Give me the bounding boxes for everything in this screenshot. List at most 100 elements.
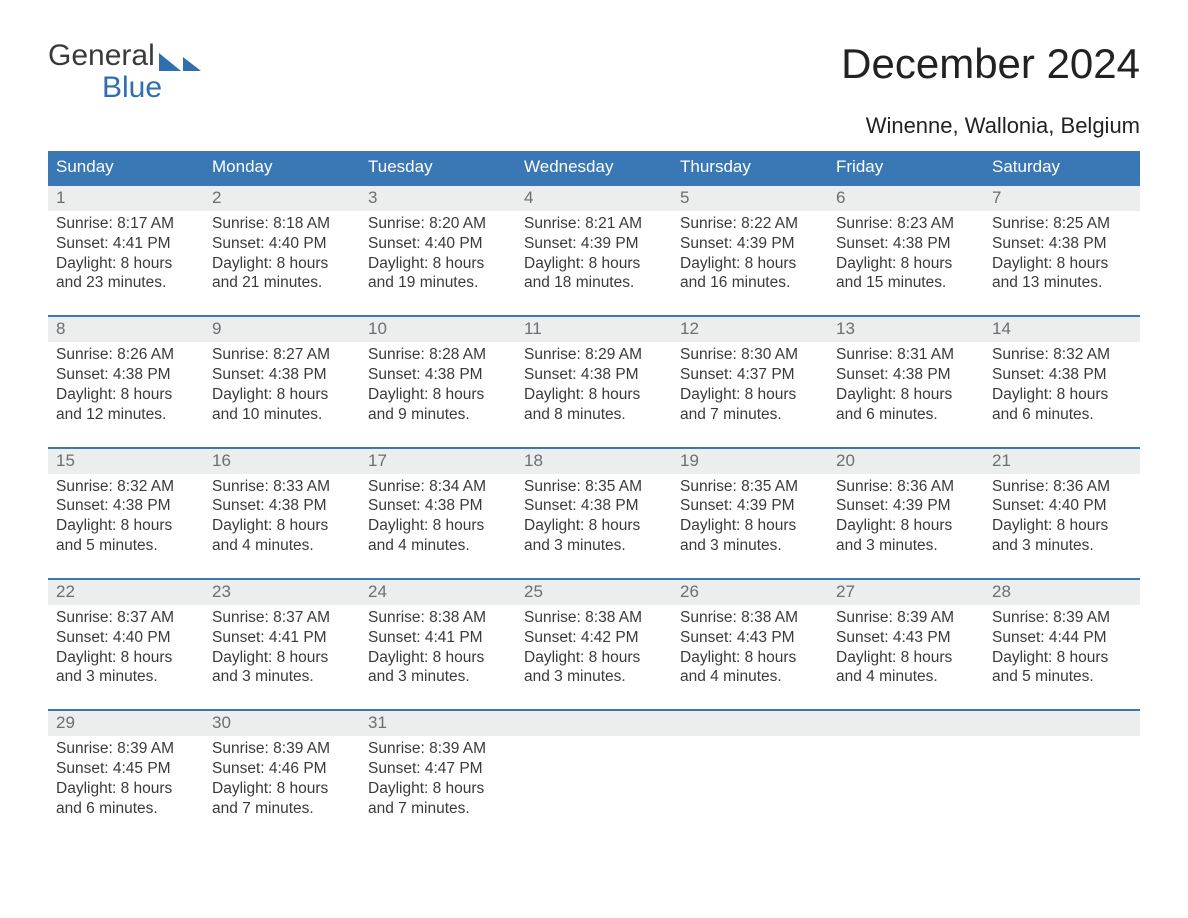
day-line-d1: Daylight: 8 hours — [524, 385, 664, 405]
day-number: 12 — [672, 317, 828, 342]
day-number: 4 — [516, 186, 672, 211]
day-line-sr: Sunrise: 8:39 AM — [836, 608, 976, 628]
day-line-ss: Sunset: 4:38 PM — [368, 365, 508, 385]
day-line-d1: Daylight: 8 hours — [212, 648, 352, 668]
day-number: 23 — [204, 580, 360, 605]
day-number: 17 — [360, 449, 516, 474]
day-number: 18 — [516, 449, 672, 474]
week-row: 1234567 Sunrise: 8:17 AMSunset: 4:41 PM Da… — [48, 184, 1140, 293]
day-number: 8 — [48, 317, 204, 342]
day-line-sr: Sunrise: 8:25 AM — [992, 214, 1132, 234]
daynum-row: 22232425262728 — [48, 580, 1140, 605]
day-number: 6 — [828, 186, 984, 211]
day-line-d1: Daylight: 8 hours — [56, 516, 196, 536]
calendar: SundayMondayTuesdayWednesdayThursdayFrid… — [48, 151, 1140, 819]
day-line-d2: and 7 minutes. — [680, 405, 820, 425]
page-title: December 2024 — [841, 40, 1140, 88]
day-line-d2: and 21 minutes. — [212, 273, 352, 293]
day-cell: Sunrise: 8:37 AMSunset: 4:41 PMDaylight:… — [204, 605, 360, 687]
day-line-d1: Daylight: 8 hours — [836, 648, 976, 668]
day-line-sr: Sunrise: 8:37 AM — [56, 608, 196, 628]
logo-flag-icon — [159, 46, 201, 78]
week-row: 293031Sunrise: 8:39 AMSunset: 4:45 PMDay… — [48, 709, 1140, 818]
day-line-d2: and 15 minutes. — [836, 273, 976, 293]
day-line-d2: and 8 minutes. — [524, 405, 664, 425]
day-cell: Sunrise: 8:32 AMSunset: 4:38 PMDaylight:… — [984, 342, 1140, 424]
day-line-ss: Sunset: 4:40 PM — [56, 628, 196, 648]
day-cell: Sunrise: 8:39 AMSunset: 4:46 PMDaylight:… — [204, 736, 360, 818]
day-cell: Sunrise: 8:38 AMSunset: 4:43 PMDaylight:… — [672, 605, 828, 687]
day-line-d2: and 6 minutes. — [992, 405, 1132, 425]
day-cell: Sunrise: 8:22 AMSunset: 4:39 PMDaylight:… — [672, 211, 828, 293]
day-number: 11 — [516, 317, 672, 342]
day-line-d2: and 7 minutes. — [368, 799, 508, 819]
day-line-sr: Sunrise: 8:36 AM — [992, 477, 1132, 497]
week-row: 22232425262728Sunrise: 8:37 AMSunset: 4:… — [48, 578, 1140, 687]
day-line-ss: Sunset: 4:40 PM — [212, 234, 352, 254]
day-line-ss: Sunset: 4:38 PM — [56, 496, 196, 516]
day-line-sr: Sunrise: 8:39 AM — [992, 608, 1132, 628]
day-cell: Sunrise: 8:18 AMSunset: 4:40 PMDaylight:… — [204, 211, 360, 293]
daybody-row: Sunrise: 8:32 AMSunset: 4:38 PMDaylight:… — [48, 474, 1140, 556]
day-number: 19 — [672, 449, 828, 474]
day-line-sr: Sunrise: 8:33 AM — [212, 477, 352, 497]
day-number: 14 — [984, 317, 1140, 342]
day-line-ss: Sunset: 4:40 PM — [368, 234, 508, 254]
day-line-d1: Daylight: 8 hours — [56, 779, 196, 799]
day-line-ss: Sunset: 4:38 PM — [212, 365, 352, 385]
brand-name-bottom: Blue — [48, 72, 162, 104]
day-number: 25 — [516, 580, 672, 605]
day-number — [828, 711, 984, 736]
day-line-d2: and 4 minutes. — [836, 667, 976, 687]
day-line-d2: and 16 minutes. — [680, 273, 820, 293]
dow-cell: Tuesday — [360, 151, 516, 184]
day-cell: Sunrise: 8:34 AMSunset: 4:38 PMDaylight:… — [360, 474, 516, 556]
day-line-d1: Daylight: 8 hours — [836, 385, 976, 405]
day-line-sr: Sunrise: 8:38 AM — [524, 608, 664, 628]
day-number: 16 — [204, 449, 360, 474]
day-line-ss: Sunset: 4:41 PM — [56, 234, 196, 254]
dow-cell: Friday — [828, 151, 984, 184]
daynum-row: 1234567 — [48, 186, 1140, 211]
day-cell: Sunrise: 8:32 AMSunset: 4:38 PMDaylight:… — [48, 474, 204, 556]
dow-cell: Sunday — [48, 151, 204, 184]
day-line-sr: Sunrise: 8:17 AM — [56, 214, 196, 234]
day-cell: Sunrise: 8:39 AMSunset: 4:45 PMDaylight:… — [48, 736, 204, 818]
day-line-ss: Sunset: 4:38 PM — [836, 234, 976, 254]
day-line-sr: Sunrise: 8:31 AM — [836, 345, 976, 365]
day-line-d1: Daylight: 8 hours — [212, 254, 352, 274]
day-line-ss: Sunset: 4:38 PM — [836, 365, 976, 385]
daynum-row: 891011121314 — [48, 317, 1140, 342]
day-line-sr: Sunrise: 8:39 AM — [212, 739, 352, 759]
dow-cell: Monday — [204, 151, 360, 184]
day-line-d1: Daylight: 8 hours — [992, 254, 1132, 274]
dow-cell: Saturday — [984, 151, 1140, 184]
day-line-sr: Sunrise: 8:35 AM — [680, 477, 820, 497]
day-number: 9 — [204, 317, 360, 342]
daynum-row: 293031 — [48, 711, 1140, 736]
day-number: 10 — [360, 317, 516, 342]
day-line-d2: and 3 minutes. — [56, 667, 196, 687]
day-cell: Sunrise: 8:36 AMSunset: 4:39 PMDaylight:… — [828, 474, 984, 556]
day-line-ss: Sunset: 4:38 PM — [992, 365, 1132, 385]
day-number: 28 — [984, 580, 1140, 605]
day-cell — [672, 736, 828, 818]
day-line-d2: and 4 minutes. — [212, 536, 352, 556]
day-line-sr: Sunrise: 8:27 AM — [212, 345, 352, 365]
day-number: 22 — [48, 580, 204, 605]
day-line-d2: and 9 minutes. — [368, 405, 508, 425]
day-cell: Sunrise: 8:33 AMSunset: 4:38 PMDaylight:… — [204, 474, 360, 556]
day-number: 26 — [672, 580, 828, 605]
day-line-ss: Sunset: 4:46 PM — [212, 759, 352, 779]
location-subtitle: Winenne, Wallonia, Belgium — [48, 113, 1140, 139]
day-line-d1: Daylight: 8 hours — [524, 648, 664, 668]
day-line-d2: and 4 minutes. — [368, 536, 508, 556]
week-row: 15161718192021Sunrise: 8:32 AMSunset: 4:… — [48, 447, 1140, 556]
day-line-d1: Daylight: 8 hours — [992, 516, 1132, 536]
day-number: 2 — [204, 186, 360, 211]
day-line-ss: Sunset: 4:38 PM — [368, 496, 508, 516]
day-line-d1: Daylight: 8 hours — [836, 254, 976, 274]
day-line-ss: Sunset: 4:43 PM — [680, 628, 820, 648]
day-line-ss: Sunset: 4:44 PM — [992, 628, 1132, 648]
daybody-row: Sunrise: 8:37 AMSunset: 4:40 PM Daylight:… — [48, 605, 1140, 687]
